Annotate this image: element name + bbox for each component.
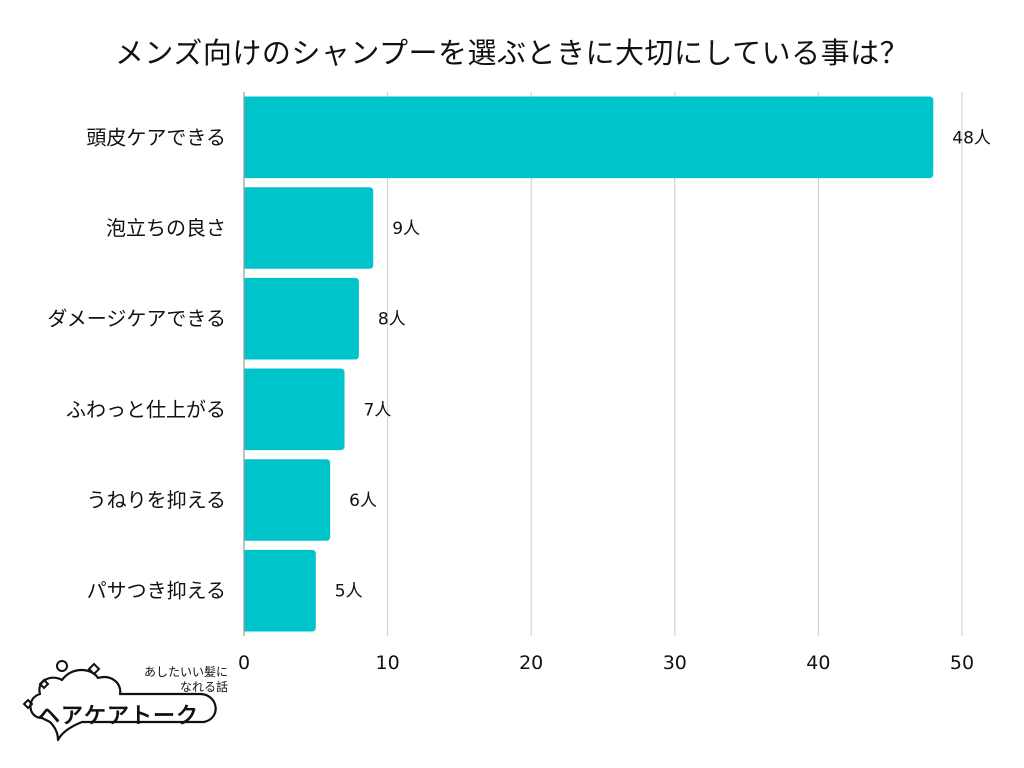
category-label: 頭皮ケアできる bbox=[86, 125, 226, 149]
chart-title: メンズ向けのシャンプーを選ぶときに大切にしている事は？ bbox=[114, 36, 910, 70]
x-tick-label: 0 bbox=[238, 652, 250, 674]
bar bbox=[244, 187, 374, 269]
diamond-icon bbox=[38, 678, 50, 690]
x-tick-label: 30 bbox=[663, 652, 687, 674]
category-label: ダメージケアできる bbox=[47, 307, 226, 331]
data-label: 9人 bbox=[392, 219, 420, 239]
logo-brand-name: ヘアケアトーク bbox=[38, 704, 200, 729]
bars bbox=[244, 96, 934, 632]
diamond-icon bbox=[87, 662, 101, 676]
data-label: 6人 bbox=[349, 491, 377, 511]
bubble-dot-icon bbox=[56, 660, 68, 672]
category-label: 泡立ちの良さ bbox=[106, 216, 226, 240]
speech-bubble-icon bbox=[22, 660, 217, 742]
x-tick-label: 50 bbox=[950, 652, 974, 674]
bar bbox=[244, 368, 345, 451]
data-label: 8人 bbox=[378, 310, 406, 330]
bar bbox=[244, 96, 934, 179]
brand-logo: あしたいい髪に なれる話 ヘアケアトーク bbox=[22, 660, 232, 744]
category-label: ふわっと仕上がる bbox=[66, 397, 226, 421]
data-label: 5人 bbox=[335, 582, 363, 602]
labels: 0 10 20 30 40 50 48人 頭皮ケアできる 9人 泡立ちの良さ 8人 ダメージケアできる… bbox=[47, 125, 991, 674]
x-tick-label: 20 bbox=[519, 652, 543, 674]
bar bbox=[244, 549, 316, 632]
data-label: 48人 bbox=[952, 128, 991, 148]
data-label: 7人 bbox=[364, 400, 392, 420]
bar bbox=[244, 459, 331, 541]
x-tick-label: 10 bbox=[376, 652, 400, 674]
x-tick-label: 40 bbox=[806, 652, 830, 674]
bar bbox=[244, 277, 359, 360]
diamond-icon bbox=[22, 698, 34, 710]
category-label: うねりを抑える bbox=[87, 488, 226, 512]
grid-lines bbox=[387, 92, 963, 636]
category-label: パサつき抑える bbox=[87, 579, 226, 603]
logo-tagline: あしたいい髪に なれる話 bbox=[143, 665, 228, 694]
